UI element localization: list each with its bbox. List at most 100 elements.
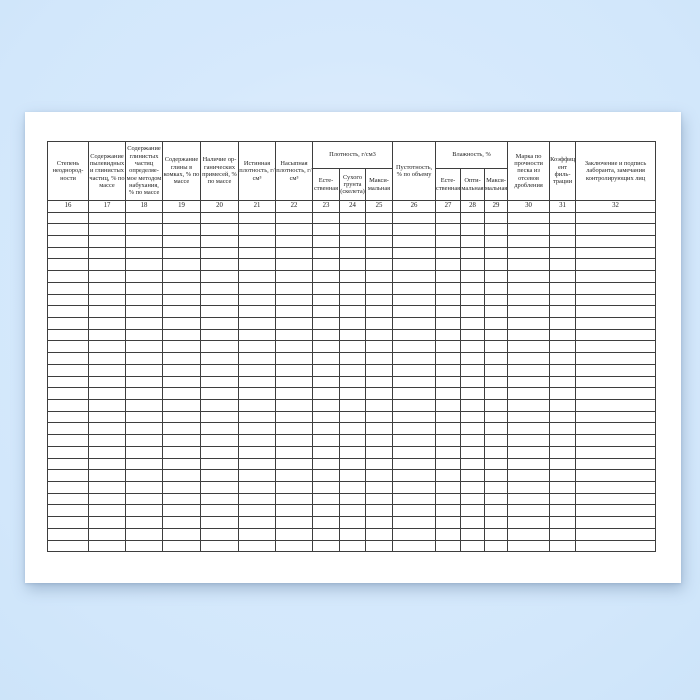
blank-cell <box>364 316 394 330</box>
blank-cell <box>162 305 201 318</box>
blank-cell <box>162 516 201 529</box>
column-number-24: 24 <box>339 200 366 213</box>
blank-cell <box>575 434 657 447</box>
blank-data-row <box>47 305 657 318</box>
blank-cell <box>88 293 126 307</box>
blank-cell <box>162 258 201 272</box>
blank-cell <box>88 340 126 354</box>
blank-data-row <box>47 246 657 260</box>
blank-cell <box>88 211 126 225</box>
blank-data-row <box>47 457 657 471</box>
blank-cell <box>275 211 313 225</box>
blank-cell <box>460 375 486 389</box>
blank-cell <box>364 352 394 365</box>
blank-cell <box>88 399 126 412</box>
column-header-22: Насыпная плотность, г/см³ <box>275 141 313 201</box>
blank-data-row <box>47 410 657 424</box>
blank-cell <box>125 422 163 436</box>
blank-cell <box>125 445 163 459</box>
blank-cell <box>392 211 437 225</box>
blank-cell <box>575 527 657 541</box>
column-header-21: Истинная плотность, г/см³ <box>238 141 276 201</box>
blank-cell <box>549 504 577 518</box>
blank-cell <box>125 246 163 260</box>
blank-cell <box>162 504 201 518</box>
blank-cell <box>125 399 163 412</box>
blank-cell <box>435 516 462 529</box>
blank-cell <box>339 316 366 330</box>
blank-cell <box>460 211 486 225</box>
blank-cell <box>125 539 163 553</box>
blank-cell <box>484 481 509 494</box>
blank-cell <box>275 258 313 272</box>
column-number-28: 28 <box>460 200 486 213</box>
blank-cell <box>238 293 276 307</box>
blank-cell <box>460 422 486 436</box>
blank-cell <box>275 492 313 506</box>
blank-cell <box>238 457 276 471</box>
blank-cell <box>47 492 89 506</box>
blank-cell <box>162 211 201 225</box>
blank-data-row <box>47 281 657 295</box>
blank-cell <box>484 422 509 436</box>
blank-cell <box>339 305 366 318</box>
blank-cell <box>162 492 201 506</box>
blank-cell <box>339 539 366 553</box>
blank-cell <box>312 504 340 518</box>
blank-cell <box>200 504 239 518</box>
blank-cell <box>238 539 276 553</box>
blank-cell <box>275 375 313 389</box>
blank-cell <box>238 410 276 424</box>
blank-cell <box>339 481 366 494</box>
blank-cell <box>484 539 509 553</box>
blank-cell <box>549 422 577 436</box>
blank-cell <box>575 281 657 295</box>
blank-cell <box>435 469 462 483</box>
blank-cell <box>162 375 201 389</box>
blank-cell <box>238 223 276 236</box>
blank-cell <box>392 363 437 377</box>
blank-cell <box>435 328 462 342</box>
blank-cell <box>364 328 394 342</box>
blank-cell <box>275 340 313 354</box>
blank-cell <box>460 328 486 342</box>
blank-cell <box>507 375 551 389</box>
blank-cell <box>460 410 486 424</box>
blank-cell <box>392 399 437 412</box>
blank-cell <box>47 293 89 307</box>
blank-cell <box>364 387 394 400</box>
blank-cell <box>435 352 462 365</box>
blank-cell <box>200 422 239 436</box>
blank-cell <box>88 375 126 389</box>
blank-cell <box>47 469 89 483</box>
blank-cell <box>88 328 126 342</box>
blank-cell <box>200 305 239 318</box>
blank-cell <box>312 422 340 436</box>
blank-cell <box>507 340 551 354</box>
blank-cell <box>88 234 126 248</box>
blank-cell <box>549 434 577 447</box>
blank-cell <box>275 363 313 377</box>
blank-cell <box>238 352 276 365</box>
blank-cell <box>339 445 366 459</box>
blank-cell <box>200 223 239 236</box>
blank-cell <box>435 293 462 307</box>
blank-cell <box>312 258 340 272</box>
blank-cell <box>339 422 366 436</box>
blank-cell <box>200 516 239 529</box>
blank-data-row <box>47 352 657 365</box>
blank-data-row <box>47 375 657 389</box>
blank-cell <box>392 504 437 518</box>
blank-cell <box>435 305 462 318</box>
column-number-30: 30 <box>507 200 551 213</box>
blank-cell <box>47 410 89 424</box>
blank-cell <box>88 492 126 506</box>
blank-cell <box>200 340 239 354</box>
blank-cell <box>339 410 366 424</box>
blank-cell <box>200 445 239 459</box>
blank-cell <box>484 469 509 483</box>
blank-cell <box>364 457 394 471</box>
blank-cell <box>507 399 551 412</box>
blank-cell <box>88 387 126 400</box>
